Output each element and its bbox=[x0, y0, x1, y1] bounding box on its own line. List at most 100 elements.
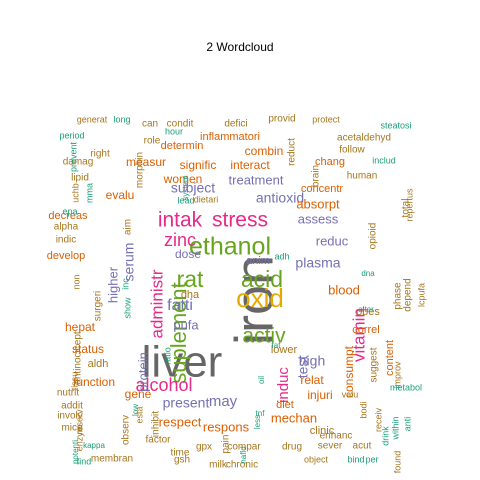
word-found: found bbox=[392, 451, 402, 474]
word-anti: anti bbox=[402, 417, 412, 432]
word-period: period bbox=[59, 130, 84, 140]
word-right: right bbox=[90, 149, 110, 160]
word-potenti: potenti bbox=[71, 440, 80, 464]
word-serum: serum bbox=[121, 243, 137, 282]
word-content: content bbox=[384, 340, 396, 376]
word-nafld: nafld bbox=[239, 446, 248, 463]
word-nutrit: nutrit bbox=[57, 388, 79, 399]
word-enhanc: enhanc bbox=[320, 431, 353, 442]
word-gpx: gpx bbox=[196, 442, 212, 453]
word-assess: assess bbox=[298, 211, 339, 226]
word-high: high bbox=[299, 353, 325, 369]
word-factor: factor bbox=[145, 435, 171, 446]
word-repertus: repertus bbox=[404, 188, 414, 222]
word-find: find bbox=[77, 456, 92, 466]
word-alcohol: alcohol bbox=[135, 375, 192, 395]
word-may: may bbox=[209, 393, 238, 410]
word-long: long bbox=[113, 114, 130, 124]
word-brain: brain bbox=[311, 165, 322, 187]
word-activ: activ bbox=[242, 325, 286, 348]
word-lipid: lipid bbox=[71, 173, 89, 184]
word-interact: interact bbox=[230, 158, 270, 172]
word-combin: combin bbox=[245, 144, 284, 158]
word-improv: improv bbox=[392, 361, 402, 389]
word-phase: phase bbox=[393, 282, 404, 310]
word-per: per bbox=[365, 454, 378, 464]
word-within: within bbox=[390, 416, 400, 440]
word-plasma: plasma bbox=[295, 255, 340, 271]
word-inhibit: inhibit bbox=[151, 411, 162, 437]
word-correl: correl bbox=[352, 324, 380, 336]
word-develop: develop bbox=[47, 250, 86, 262]
word-acut: acut bbox=[353, 441, 372, 452]
word-esta: esta bbox=[134, 406, 144, 423]
word-hour: hour bbox=[165, 126, 183, 136]
word-consumpt: consumpt bbox=[342, 345, 356, 398]
word-zinc: zinc bbox=[164, 230, 196, 250]
word-uchb: uchb bbox=[70, 183, 80, 203]
word-relat: relat bbox=[300, 373, 324, 387]
word-low: low bbox=[131, 404, 140, 416]
word-object: object bbox=[304, 454, 329, 464]
word-dha: dha bbox=[181, 289, 200, 301]
word-enzym: enzym bbox=[74, 425, 84, 452]
word-tissu: tissu bbox=[69, 372, 79, 391]
word-valu: valu bbox=[342, 389, 359, 399]
word-induc: induc bbox=[275, 367, 292, 403]
word-oil: oil bbox=[257, 376, 266, 384]
word-women: women bbox=[163, 172, 203, 186]
word-involv: involv bbox=[57, 411, 83, 422]
word-depend: depend bbox=[403, 278, 414, 311]
word-drink: drink bbox=[380, 426, 390, 446]
word-dietari: dietari bbox=[194, 194, 219, 204]
word-mma: mma bbox=[84, 183, 94, 203]
word-anim: anim bbox=[246, 255, 270, 267]
word-measur: measur bbox=[126, 155, 166, 169]
word-pain: pain bbox=[221, 435, 232, 454]
word-protect: protect bbox=[312, 114, 340, 124]
word-surgeri: surgeri bbox=[93, 291, 104, 322]
word-antinocicept: antinocicept bbox=[73, 331, 84, 385]
word-steatosi: steatosi bbox=[380, 120, 411, 130]
word-suplement: suplement bbox=[166, 282, 191, 384]
word-dose: dose bbox=[175, 247, 201, 261]
word-evalu: evalu bbox=[106, 188, 135, 202]
word-reduct: reduct bbox=[287, 138, 298, 166]
word-follow: follow bbox=[339, 145, 365, 156]
word-show: show bbox=[122, 297, 132, 319]
word-milk: milk bbox=[209, 460, 228, 471]
word-tnf: tnf bbox=[256, 409, 266, 418]
word-oxid: oxid bbox=[236, 283, 284, 313]
word-clinic: clinic bbox=[310, 425, 335, 437]
word-condit: condit bbox=[167, 119, 194, 130]
word-higher: higher bbox=[105, 266, 120, 303]
word-determin: determin bbox=[161, 140, 204, 152]
word-signific: signific bbox=[180, 158, 217, 172]
word-vitamin: vitamin bbox=[349, 308, 368, 362]
word-lower: lower bbox=[271, 344, 298, 356]
word-status: status bbox=[72, 342, 104, 356]
word-chang: chang bbox=[315, 156, 345, 168]
word-absorpt: absorpt bbox=[296, 196, 340, 211]
word-opioid: opioid bbox=[368, 223, 379, 250]
word-morphin: morphin bbox=[135, 152, 146, 188]
word-ratio: ratio bbox=[162, 347, 172, 365]
word-treatment: treatment bbox=[229, 172, 284, 187]
chart-title: 2 Wordcloud bbox=[206, 40, 274, 54]
word-decreas: decreas bbox=[48, 210, 88, 222]
word-iron: iron bbox=[224, 255, 284, 345]
word-membran: membran bbox=[91, 454, 133, 465]
word-present: present bbox=[163, 395, 210, 411]
word-epa: epa bbox=[62, 206, 77, 216]
word-intak: intak bbox=[158, 209, 203, 232]
word-total: total bbox=[401, 199, 412, 218]
word-hepat: hepat bbox=[65, 320, 96, 334]
word-receiv: receiv bbox=[373, 408, 383, 433]
word-bodi: bodi bbox=[358, 401, 368, 418]
word-administr: administr bbox=[147, 269, 166, 338]
word-stress: stress bbox=[212, 209, 268, 232]
word-acid: acid bbox=[241, 266, 283, 292]
word-system: system bbox=[181, 175, 190, 201]
